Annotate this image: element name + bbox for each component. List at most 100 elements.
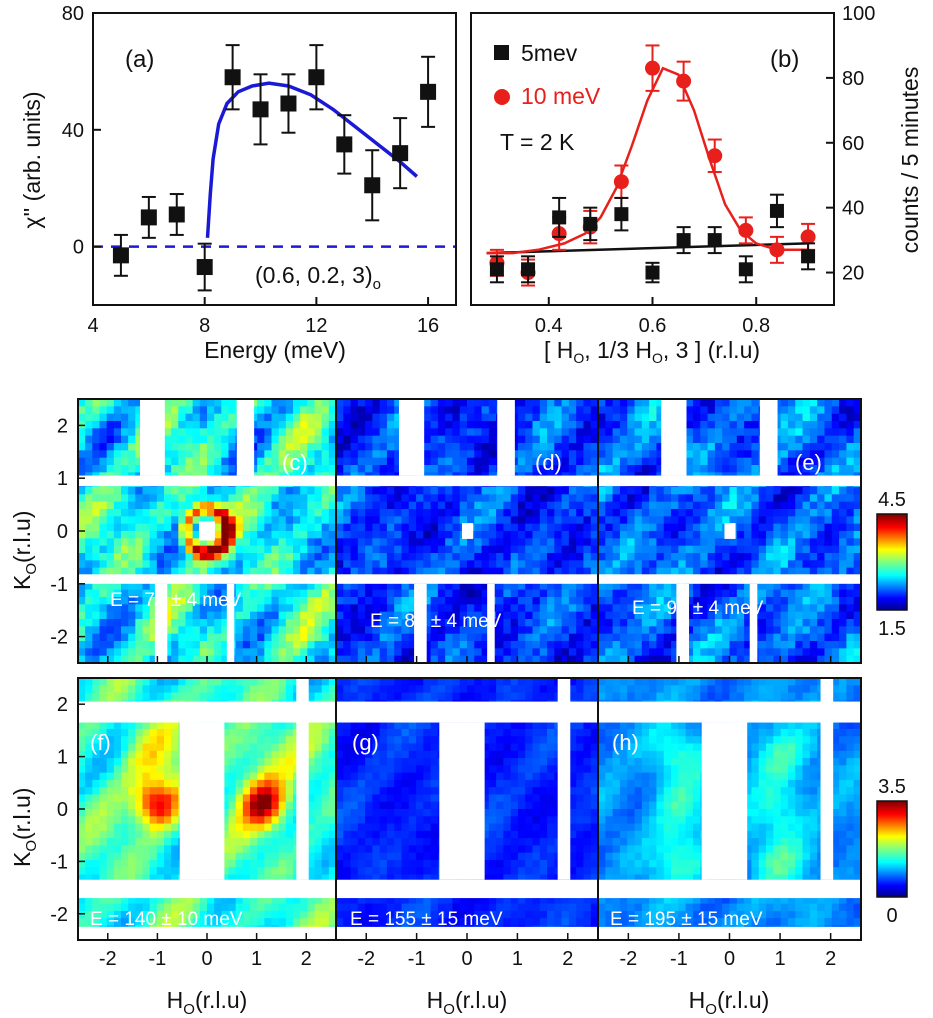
heatmap-cell	[671, 523, 679, 532]
heatmap-cell	[561, 633, 570, 642]
heatmap-cell	[221, 743, 230, 752]
heatmap-cell	[576, 509, 585, 517]
heatmap-cell	[321, 560, 330, 569]
heatmap-cell	[78, 903, 86, 912]
heatmap-cell	[235, 626, 244, 635]
heatmap-cell	[722, 450, 731, 459]
heatmap-cell	[510, 494, 519, 503]
heatmap-cell	[185, 406, 194, 415]
heatmap-cell	[568, 582, 577, 591]
heatmap-cell	[423, 655, 432, 664]
heatmap-cell	[394, 443, 403, 451]
heatmap-cell	[78, 852, 86, 861]
heatmap-cell	[92, 509, 101, 517]
heatmap-cell	[242, 896, 251, 905]
heatmap-cell	[228, 918, 237, 927]
heatmap-cell	[612, 413, 621, 422]
heatmap-cell	[386, 516, 395, 525]
heatmap-cell	[221, 421, 230, 429]
heatmap-cell	[149, 772, 158, 781]
heatmap-cell	[199, 560, 208, 569]
heatmap-cell	[285, 435, 294, 444]
heatmap-cell	[744, 494, 753, 503]
heatmap-cell	[736, 604, 745, 613]
heatmap-cell	[336, 567, 344, 576]
heatmap-cell	[164, 501, 172, 510]
heatmap-cell	[99, 750, 108, 759]
heatmap-cell	[121, 779, 129, 788]
heatmap-cell	[171, 582, 179, 591]
heatmap-cell	[824, 589, 833, 598]
heatmap-cell	[278, 516, 287, 525]
heatmap-cell	[293, 399, 301, 407]
heatmap-cell	[401, 501, 410, 510]
heatmap-cell	[809, 545, 818, 554]
heatmap-cell	[228, 830, 237, 839]
heatmap-cell	[627, 626, 636, 635]
heatmap-cell	[164, 582, 172, 591]
heatmap-cell	[503, 597, 512, 605]
heatmap-cell	[787, 457, 796, 466]
heatmap-cell	[583, 457, 592, 466]
heatmap-cell	[481, 560, 490, 569]
heatmap-cell	[576, 655, 585, 664]
heatmap-cell	[481, 538, 490, 547]
heatmap-mask-gap	[78, 475, 336, 487]
heatmap-cell	[149, 531, 158, 539]
heatmap-cell	[271, 501, 280, 510]
heatmap-cell	[128, 509, 136, 517]
heatmap-cell	[164, 406, 172, 415]
heatmap-cell	[729, 648, 738, 657]
heatmap-cell	[437, 545, 446, 554]
heatmap-cell	[92, 443, 101, 451]
heatmap-cell	[707, 655, 716, 664]
heatmap-cell	[242, 765, 251, 774]
heatmap-mask-gap	[236, 399, 255, 476]
heatmap-cell	[722, 626, 731, 635]
heatmap-cell	[178, 641, 187, 649]
heatmap-cell	[271, 655, 280, 664]
heatmap-cell	[142, 567, 151, 576]
heatmap-cell	[85, 823, 93, 832]
heatmap-cell	[802, 465, 811, 473]
heatmap-cell	[408, 589, 417, 598]
heatmap-cell	[185, 531, 194, 539]
heatmap-cell	[372, 597, 381, 605]
heatmap-cell	[78, 450, 86, 459]
panel-a-point	[420, 83, 437, 100]
heatmap-cell	[853, 633, 862, 642]
heatmap-cell	[343, 553, 352, 561]
heatmap-cell	[235, 736, 244, 745]
heatmap-cell	[809, 421, 818, 429]
heatmap-cell	[379, 494, 388, 503]
heatmap-cell	[539, 567, 548, 576]
heatmap-cell	[452, 619, 461, 627]
heatmap-cell	[561, 443, 570, 451]
heatmap-cell	[321, 465, 330, 473]
heatmap-cell	[839, 443, 847, 451]
heatmap-cell	[221, 728, 230, 737]
heatmap-cell	[328, 406, 337, 415]
panel-a-point	[280, 95, 297, 112]
heatmap-cell	[619, 450, 628, 459]
heatmap-cell	[278, 501, 287, 510]
heatmap-cell	[386, 450, 395, 459]
heatmap-cell	[824, 626, 833, 635]
heatmap-cell	[156, 736, 165, 745]
heatmap-cell	[379, 413, 388, 422]
heatmap-cell	[496, 516, 504, 525]
heatmap-cell	[452, 611, 461, 620]
heatmap-cell	[474, 545, 483, 554]
heatmap-cell	[437, 648, 446, 657]
heatmap-cell	[278, 553, 287, 561]
heatmap-cell	[300, 611, 308, 620]
heatmap-cell	[554, 567, 563, 576]
heatmap-cell	[641, 545, 650, 554]
heatmap-cell	[467, 641, 475, 649]
heatmap-cell	[142, 487, 151, 495]
heatmap-cell	[307, 421, 316, 429]
heatmap-cell	[758, 619, 767, 627]
heatmap-cell	[271, 619, 280, 627]
heatmap-cell	[192, 633, 201, 642]
heatmap-cell	[121, 611, 129, 620]
